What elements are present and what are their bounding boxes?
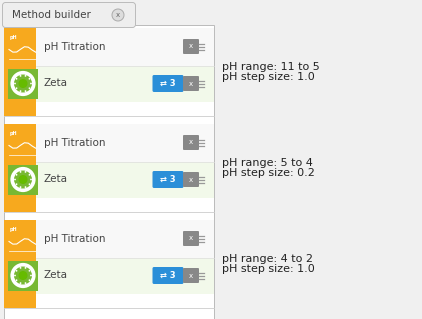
Bar [4, 123, 36, 211]
Bar [8, 165, 38, 195]
Circle shape [30, 179, 32, 181]
Text: ⇄ 3: ⇄ 3 [160, 271, 176, 280]
Circle shape [19, 175, 27, 184]
Text: Method builder: Method builder [12, 10, 91, 20]
Text: x: x [116, 12, 120, 18]
Circle shape [16, 174, 17, 176]
Circle shape [30, 83, 32, 85]
Text: x: x [189, 272, 193, 278]
FancyBboxPatch shape [152, 267, 184, 284]
Circle shape [30, 275, 32, 276]
Circle shape [14, 75, 32, 93]
Circle shape [19, 79, 27, 88]
Circle shape [11, 263, 35, 288]
Text: x: x [189, 176, 193, 182]
FancyBboxPatch shape [152, 75, 184, 92]
Circle shape [14, 179, 16, 181]
Circle shape [14, 275, 16, 276]
Circle shape [16, 279, 17, 281]
Circle shape [20, 282, 22, 284]
Circle shape [20, 267, 22, 269]
Text: pH range: 5 to 4: pH range: 5 to 4 [222, 158, 313, 167]
Circle shape [14, 170, 32, 189]
Text: x: x [189, 139, 193, 145]
Text: ⇄ 3: ⇄ 3 [160, 175, 176, 184]
FancyBboxPatch shape [152, 171, 184, 188]
Text: x: x [189, 43, 193, 49]
Bar [36, 65, 214, 101]
Circle shape [24, 267, 26, 269]
FancyBboxPatch shape [183, 76, 199, 91]
Circle shape [14, 266, 32, 285]
Text: pH: pH [10, 130, 18, 136]
Circle shape [11, 71, 35, 96]
Circle shape [19, 271, 27, 280]
FancyBboxPatch shape [183, 172, 199, 187]
Bar [4, 27, 36, 115]
FancyBboxPatch shape [183, 135, 199, 150]
Circle shape [20, 75, 22, 77]
Circle shape [24, 90, 26, 92]
Circle shape [29, 270, 30, 272]
FancyBboxPatch shape [183, 268, 199, 283]
FancyBboxPatch shape [183, 231, 199, 246]
Circle shape [11, 167, 35, 192]
Text: pH step size: 1.0: pH step size: 1.0 [222, 72, 315, 83]
Circle shape [16, 270, 17, 272]
Text: pH: pH [10, 34, 18, 40]
FancyBboxPatch shape [3, 3, 135, 27]
Circle shape [14, 83, 16, 85]
Text: pH Titration: pH Titration [44, 137, 106, 147]
Circle shape [29, 87, 30, 89]
Text: x: x [189, 235, 193, 241]
Circle shape [24, 186, 26, 188]
Text: Zeta: Zeta [44, 271, 68, 280]
Circle shape [20, 186, 22, 188]
FancyBboxPatch shape [183, 39, 199, 54]
Text: pH: pH [10, 226, 18, 232]
Text: pH step size: 0.2: pH step size: 0.2 [222, 168, 315, 179]
Text: Zeta: Zeta [44, 174, 68, 184]
Circle shape [24, 75, 26, 77]
Bar [4, 219, 36, 308]
Text: pH range: 11 to 5: pH range: 11 to 5 [222, 62, 320, 71]
Circle shape [24, 282, 26, 284]
Text: x: x [189, 80, 193, 86]
Text: pH Titration: pH Titration [44, 234, 106, 243]
Bar [36, 161, 214, 197]
Circle shape [24, 171, 26, 173]
Text: Zeta: Zeta [44, 78, 68, 88]
Text: pH step size: 1.0: pH step size: 1.0 [222, 264, 315, 275]
Bar [8, 261, 38, 291]
Circle shape [16, 78, 17, 80]
Bar [36, 123, 214, 161]
Circle shape [16, 87, 17, 89]
Bar [4, 25, 214, 319]
Circle shape [20, 171, 22, 173]
Text: pH range: 4 to 2: pH range: 4 to 2 [222, 254, 313, 263]
Circle shape [20, 90, 22, 92]
Text: pH Titration: pH Titration [44, 41, 106, 51]
Bar [36, 257, 214, 293]
Bar [36, 219, 214, 257]
Circle shape [29, 279, 30, 281]
Circle shape [29, 174, 30, 176]
Bar [8, 69, 38, 99]
Circle shape [112, 9, 124, 21]
Circle shape [29, 183, 30, 185]
Circle shape [16, 183, 17, 185]
Bar [36, 27, 214, 65]
Text: ⇄ 3: ⇄ 3 [160, 79, 176, 88]
Circle shape [29, 78, 30, 80]
